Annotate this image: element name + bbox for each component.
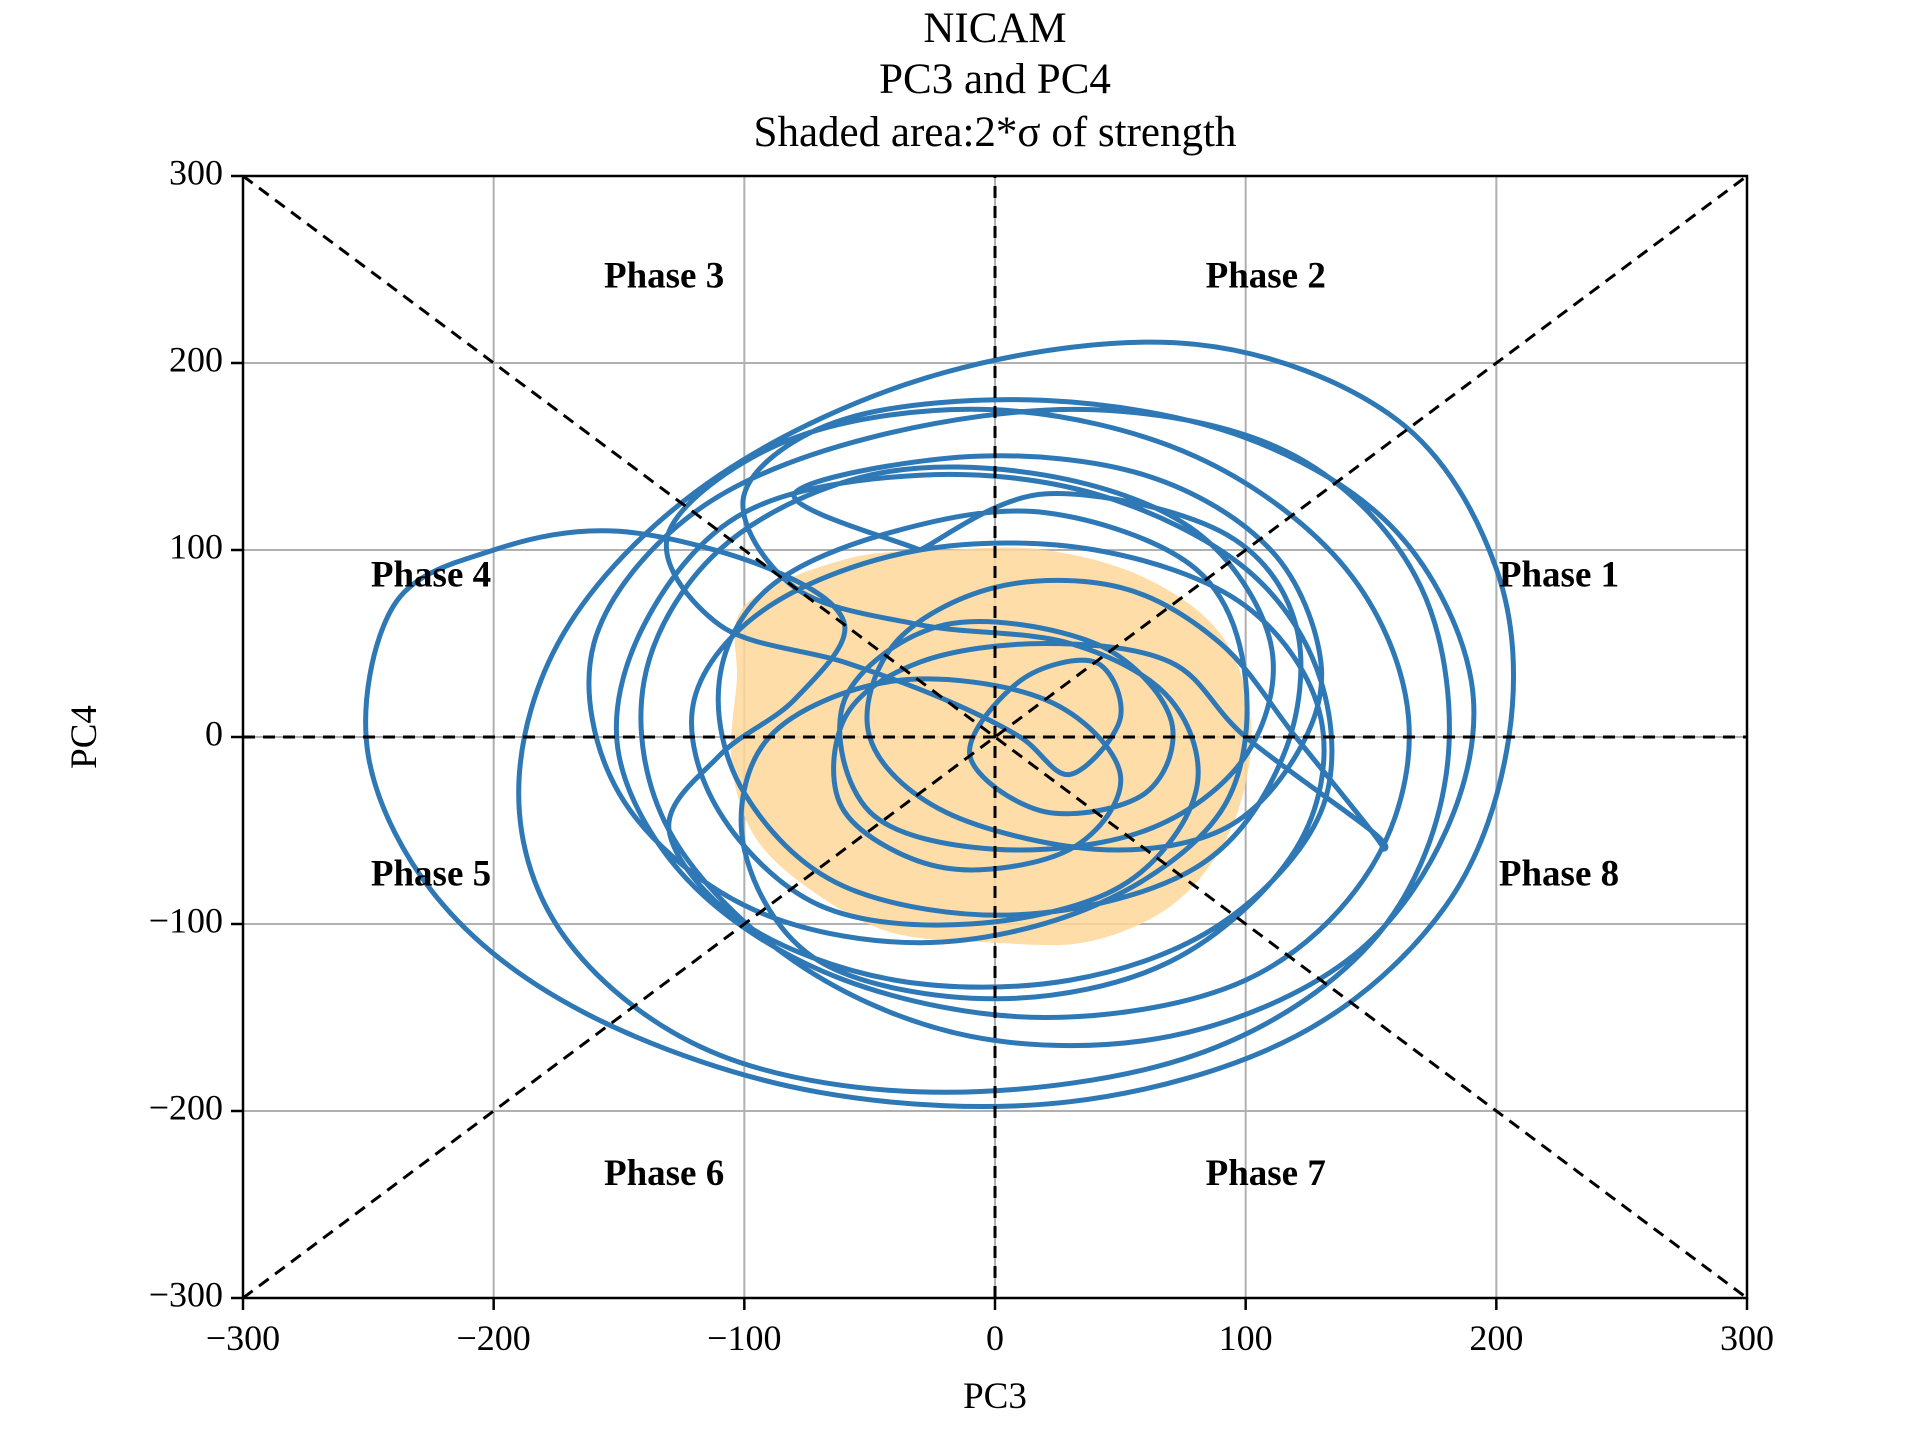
x-tick-label: 300 (1720, 1318, 1774, 1358)
y-tick-label: 200 (169, 339, 223, 379)
phase-label-1: Phase 1 (1499, 555, 1619, 596)
phase-label-6: Phase 6 (604, 1153, 724, 1194)
phase-label-8: Phase 8 (1499, 854, 1619, 895)
y-tick-label: 100 (169, 526, 223, 566)
series-line (363, 339, 1517, 1110)
chart-title-line-3: Shaded area:2*σ of strength (754, 109, 1237, 156)
phase-labels: Phase 1 Phase 2 Phase 3 Phase 4 Phase 5 Phase… (371, 255, 1619, 1194)
phase-label-2: Phase 2 (1206, 255, 1326, 296)
phase-label-4: Phase 4 (371, 555, 491, 596)
x-tick-label: −100 (707, 1318, 781, 1358)
phase-label-5: Phase 5 (371, 854, 491, 895)
x-axis-ticks: −300 −200 −100 0 100 200 300 (206, 1298, 1774, 1358)
phase-label-7: Phase 7 (1206, 1153, 1326, 1194)
x-axis-label: PC3 (963, 1376, 1027, 1417)
x-tick-label: −200 (457, 1318, 531, 1358)
y-axis-ticks: −300 −200 −100 0 100 200 300 (149, 152, 243, 1314)
chart-title-line-1: NICAM (923, 5, 1066, 52)
phase-divider-line (242, 174, 1748, 1300)
y-tick-label: 300 (169, 152, 223, 192)
x-tick-label: 200 (1469, 1318, 1523, 1358)
x-tick-label: −300 (206, 1318, 280, 1358)
phase-label-3: Phase 3 (604, 255, 724, 296)
y-tick-label: −100 (149, 900, 223, 940)
x-tick-label: 100 (1219, 1318, 1273, 1358)
chart-title-line-2: PC3 and PC4 (879, 56, 1111, 103)
y-tick-label: −200 (149, 1087, 223, 1127)
phase-dividers (242, 174, 1748, 1300)
y-tick-label: 0 (205, 713, 223, 753)
x-tick-label: 0 (986, 1318, 1004, 1358)
y-axis-label: PC4 (64, 705, 105, 769)
phase-divider-line (242, 174, 1748, 1300)
y-tick-label: −300 (149, 1274, 223, 1314)
